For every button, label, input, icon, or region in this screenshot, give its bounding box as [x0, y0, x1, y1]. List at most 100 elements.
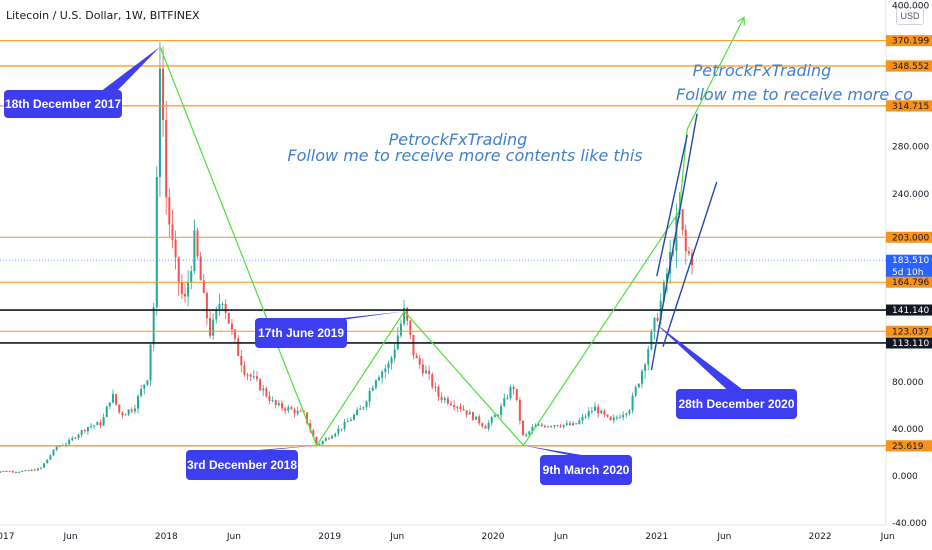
candle	[130, 407, 133, 414]
candle	[687, 246, 690, 257]
candle-body	[503, 398, 506, 406]
candle	[77, 433, 80, 441]
x-tick-label: Jun	[880, 532, 895, 542]
candle-body	[36, 468, 39, 471]
candle-body	[578, 420, 581, 424]
candle-body	[619, 417, 622, 419]
candle	[193, 219, 196, 274]
candle	[224, 299, 227, 319]
candle	[155, 166, 158, 316]
candle	[218, 293, 221, 316]
candle-body	[587, 411, 590, 417]
candle	[597, 403, 600, 418]
candle	[39, 467, 42, 470]
candle-body	[127, 409, 130, 415]
candle-body	[68, 439, 71, 445]
x-tick-label: 2018	[155, 532, 178, 542]
candle-body	[234, 329, 237, 339]
candle-body	[450, 403, 453, 406]
candle-body	[368, 390, 371, 402]
candle	[205, 290, 208, 326]
candle	[522, 420, 525, 437]
candle	[8, 470, 11, 473]
candle-body	[421, 364, 424, 374]
candle-body	[390, 357, 393, 364]
candle	[378, 375, 381, 382]
candle	[212, 313, 215, 340]
candle-body	[644, 364, 647, 371]
currency-badge[interactable]: USD	[896, 7, 924, 25]
candle-body	[299, 410, 302, 412]
candle	[83, 429, 86, 434]
candle	[177, 256, 180, 296]
projection-arrowhead	[737, 16, 745, 26]
level-tag-label: 141.140	[892, 306, 929, 316]
candle	[124, 413, 127, 416]
candle	[68, 437, 71, 447]
candle	[462, 405, 465, 411]
candle	[650, 328, 653, 351]
candle	[243, 361, 246, 377]
candle-body	[603, 410, 606, 415]
candle-body	[46, 459, 49, 464]
candle-body	[86, 426, 89, 432]
callout-pointer	[325, 311, 405, 320]
candle-body	[290, 407, 293, 410]
candle-body	[597, 406, 600, 414]
candle-body	[672, 251, 675, 253]
candle	[471, 411, 474, 422]
candle	[202, 274, 205, 294]
candle	[515, 389, 518, 402]
level-tag-label: 203.000	[892, 233, 929, 243]
candle-body	[83, 430, 86, 432]
candle-body	[90, 426, 93, 428]
candle	[443, 396, 446, 404]
callout-label: 18th December 2017	[5, 97, 121, 111]
y-tick-label: -40.000	[892, 519, 927, 529]
candle	[352, 413, 355, 421]
candle-body	[2, 471, 5, 473]
callout-label: 3rd December 2018	[187, 458, 297, 472]
candle-body	[634, 387, 637, 396]
candle-body	[403, 307, 406, 324]
candle-body	[378, 377, 381, 381]
candle-body	[446, 398, 449, 404]
candle-body	[665, 273, 668, 282]
candle	[500, 403, 503, 419]
candle-body	[133, 408, 136, 412]
candle-body	[606, 414, 609, 417]
candle	[140, 384, 143, 398]
candle	[684, 224, 687, 265]
watermark2-line-1: PetrockFxTrading	[693, 61, 832, 80]
candle	[562, 424, 565, 429]
candle-body	[562, 424, 565, 427]
level-tag	[886, 35, 932, 47]
candle	[149, 344, 152, 387]
candle	[74, 436, 77, 439]
candle-body	[33, 469, 36, 471]
watermark2-line-2: Follow me to receive more co	[676, 85, 913, 104]
candle	[393, 343, 396, 362]
candle-body	[337, 428, 340, 434]
candle-body	[575, 423, 578, 425]
callout: 17th June 2019	[255, 311, 405, 348]
candle-body	[490, 417, 493, 423]
candle	[321, 440, 324, 446]
candle-body	[246, 374, 249, 376]
candle-body	[399, 323, 402, 336]
level-tag-label: 314.715	[892, 102, 929, 112]
candle	[121, 411, 124, 419]
candle-body	[0, 471, 2, 473]
candle	[565, 419, 568, 427]
candle	[572, 421, 575, 427]
candle-body	[681, 209, 684, 230]
candle-body	[315, 436, 318, 445]
candle	[387, 360, 390, 375]
x-tick-label: 2022	[809, 532, 832, 542]
candle	[287, 404, 290, 414]
candle-body	[65, 444, 68, 446]
candle-body	[506, 398, 509, 400]
candle	[346, 417, 349, 423]
